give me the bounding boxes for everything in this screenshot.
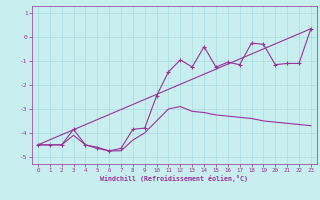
X-axis label: Windchill (Refroidissement éolien,°C): Windchill (Refroidissement éolien,°C)	[100, 175, 248, 182]
